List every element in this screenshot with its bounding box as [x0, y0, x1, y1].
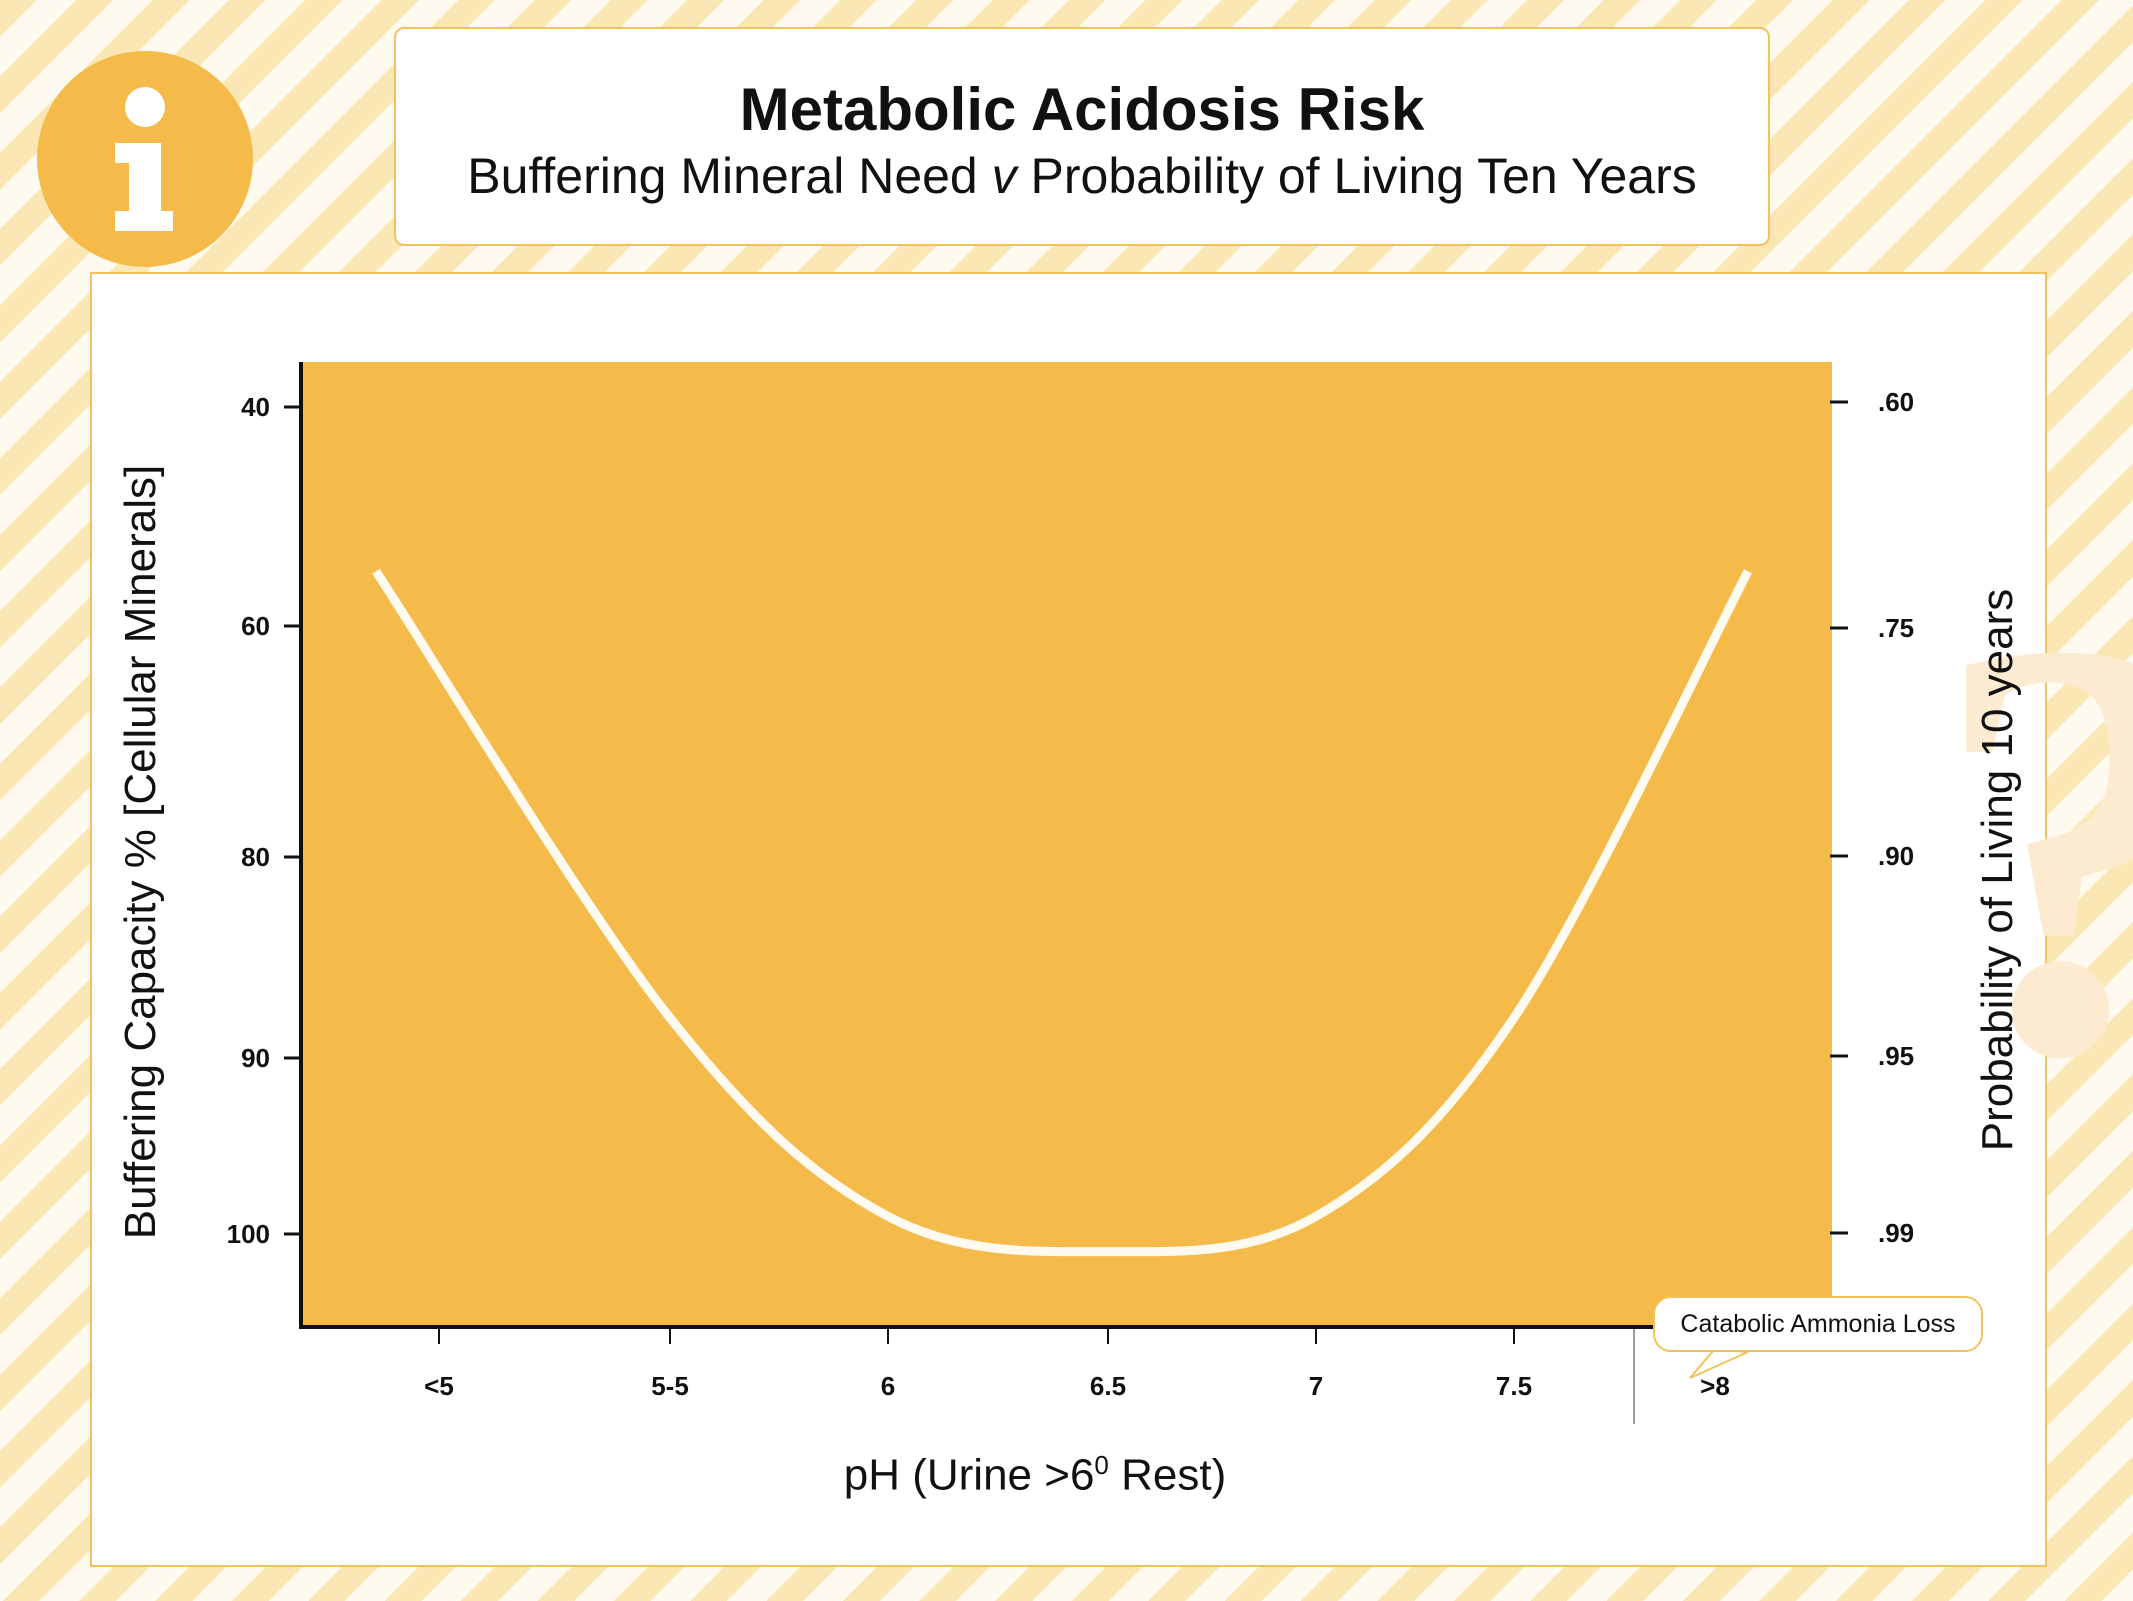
- y-axis-right-label: Probability of Living 10 years: [1973, 588, 2022, 1152]
- y-axis-left-label: Buffering Capacity % [Cellular Minerals]: [116, 464, 165, 1240]
- right-axis-ticks: .60 .75 .90 .95 .99: [1830, 387, 1914, 1248]
- y-left-tick-label: 40: [241, 392, 270, 422]
- info-badge: [37, 51, 253, 267]
- x-axis-label-sup: 0: [1094, 1450, 1109, 1480]
- chart-subtitle: Buffering Mineral Need v Probability of …: [396, 147, 1768, 205]
- y-right-tick-label: .75: [1878, 613, 1914, 643]
- axes: [299, 362, 1832, 1424]
- y-right-tick-label: .95: [1878, 1041, 1914, 1071]
- x-axis-label: pH (Urine >60 Rest): [620, 1450, 1450, 1501]
- y-left-tick-label: 80: [241, 842, 270, 872]
- subtitle-suffix: Probability of Living Ten Years: [1016, 148, 1697, 204]
- x-tick-label: >8: [1700, 1371, 1730, 1401]
- x-axis-label-prefix: pH (Urine >6: [843, 1450, 1095, 1500]
- x-tick-label: 7: [1309, 1371, 1323, 1401]
- x-tick-label: 6.5: [1090, 1371, 1126, 1401]
- y-left-tick-label: 60: [241, 611, 270, 641]
- subtitle-italic: v: [991, 148, 1017, 204]
- callout: Catabolic Ammonia Loss: [1653, 1296, 1983, 1352]
- title-box: Metabolic Acidosis Risk Buffering Minera…: [394, 27, 1770, 246]
- question-mark-watermark-icon: ?: [1930, 515, 2133, 1180]
- x-tick-label: 6: [881, 1371, 895, 1401]
- x-axis-ticks: <5 5-5 6 6.5 7 7.5 >8: [424, 1328, 1730, 1401]
- data-line: [372, 568, 1752, 1257]
- y-left-tick-label: 90: [241, 1043, 270, 1073]
- y-left-tick-label: 100: [227, 1219, 270, 1249]
- callout-text: Catabolic Ammonia Loss: [1680, 1310, 1956, 1338]
- x-axis-label-suffix: Rest): [1108, 1450, 1227, 1500]
- chart-title: Metabolic Acidosis Risk: [739, 76, 1425, 143]
- x-tick-label: 7.5: [1496, 1371, 1532, 1401]
- x-tick-label: 5-5: [651, 1371, 689, 1401]
- y-right-tick-label: .99: [1878, 1218, 1914, 1248]
- info-icon: [115, 87, 173, 231]
- x-tick-label: <5: [424, 1371, 454, 1401]
- subtitle-prefix: Buffering Mineral Need: [467, 148, 992, 204]
- y-right-tick-label: .90: [1878, 841, 1914, 871]
- y-right-tick-label: .60: [1878, 387, 1914, 417]
- plot-area: [300, 362, 1832, 1326]
- left-axis-ticks: 40 60 80 90 100: [227, 392, 301, 1249]
